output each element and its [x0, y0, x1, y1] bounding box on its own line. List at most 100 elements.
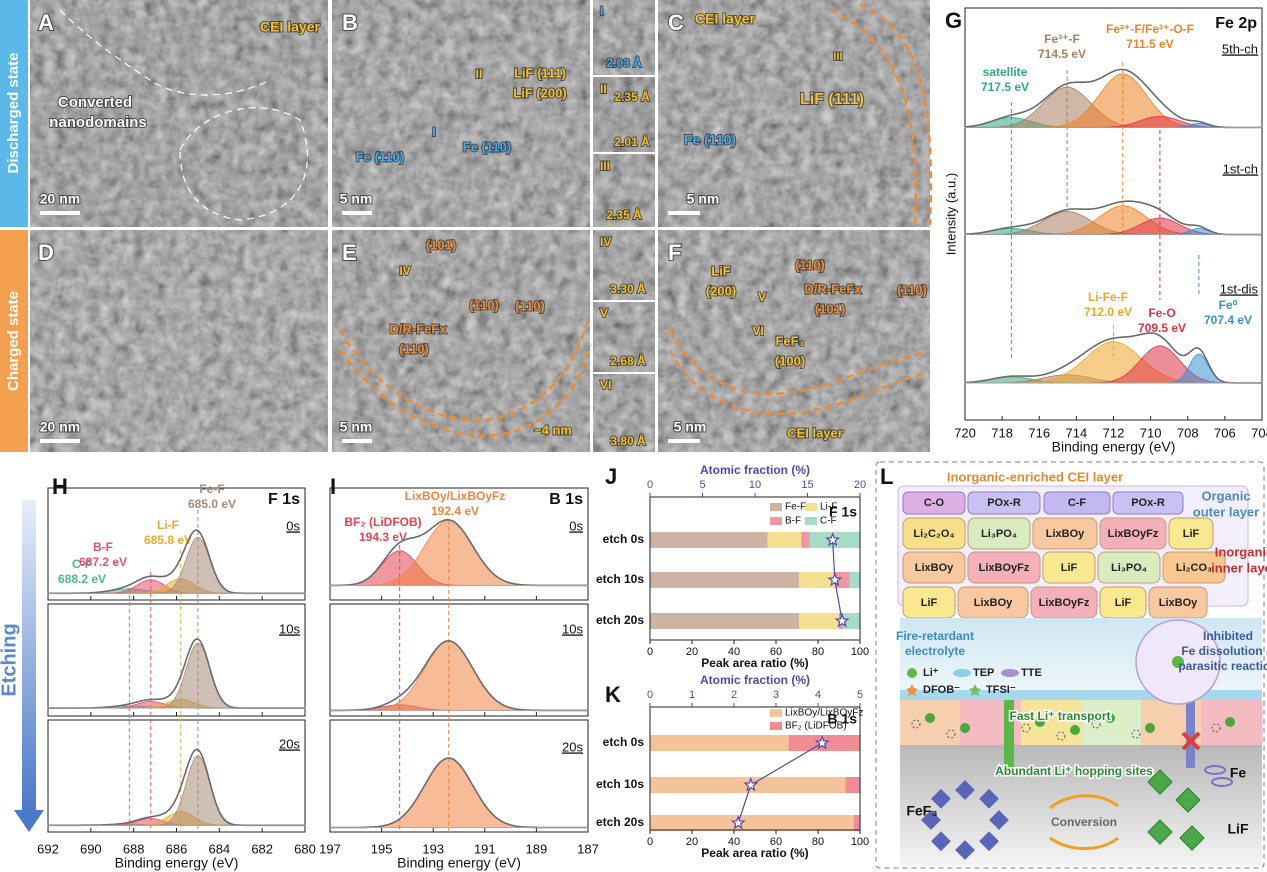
x-tick-label: 710 — [1140, 425, 1162, 440]
fe-particle — [1211, 777, 1233, 787]
x2-axis-label: Atomic fraction (%) — [700, 463, 810, 477]
species-box — [902, 551, 966, 584]
tem-texture — [593, 77, 655, 152]
blocked-pillar — [1186, 660, 1195, 768]
scene-label: Fast Li⁺ transport — [1009, 709, 1110, 723]
image-label: II — [476, 67, 483, 81]
bar-segment — [801, 532, 810, 548]
image-label: (110) — [469, 297, 499, 312]
image-label: 2.35 Å — [606, 207, 642, 222]
tem-texture — [332, 0, 590, 227]
lif-crystal — [1179, 825, 1205, 851]
peak-position: 688.2 eV — [58, 572, 106, 586]
species-label: LiF — [921, 597, 938, 609]
species-box — [902, 491, 966, 515]
legend-label: C-F — [820, 516, 837, 527]
plot-frame — [649, 706, 861, 831]
species-label: LiF — [1061, 562, 1078, 574]
hopping-site — [1021, 723, 1031, 733]
x2-tick-label: 1 — [689, 689, 695, 701]
block-cross — [1181, 731, 1201, 751]
image-label: FeF₃ — [775, 333, 804, 348]
chart-title: F 1s — [829, 504, 857, 520]
tem-texture — [30, 0, 328, 227]
panel-letter: K — [605, 682, 621, 707]
scene-label: FeF₃ — [906, 803, 937, 819]
species-box — [967, 491, 1041, 515]
image-label: 20 nm — [40, 419, 80, 435]
x-axis-label: Binding energy (eV) — [397, 855, 521, 871]
x2-tick-label: 20 — [854, 479, 866, 491]
x-tick-label: 187 — [577, 841, 599, 856]
layer-label: Organic — [1201, 488, 1250, 503]
species-label: C-O — [924, 497, 945, 509]
atomic-fraction-star — [825, 532, 841, 547]
category-label: etch 10s — [596, 777, 644, 791]
x2-tick-label: 5 — [857, 689, 863, 701]
lif-crystal — [1147, 819, 1173, 845]
peak-name: satellite — [983, 65, 1028, 79]
peak-name: Fe³⁺-F — [1044, 32, 1080, 46]
spectrum-name: 5th-ch — [1222, 41, 1258, 56]
plot-frame — [329, 603, 589, 717]
fef3-unit — [931, 788, 951, 809]
image-outline — [668, 349, 931, 416]
species-box — [1032, 517, 1098, 550]
category-label: etch 0s — [603, 735, 645, 749]
atomic-fraction-star — [814, 735, 830, 750]
species-box — [1168, 517, 1214, 550]
bar-segment — [767, 532, 802, 548]
image-label: Fe (110) — [463, 139, 511, 154]
x-tick-label: 189 — [526, 841, 548, 856]
peak-name: Li-Fe-F — [1088, 290, 1128, 304]
bar-segment — [799, 613, 839, 629]
species-label: Li₂C₂O₄ — [913, 528, 954, 540]
legend-icon — [953, 669, 971, 677]
tem-texture — [30, 230, 328, 452]
atomic-fraction-star — [834, 613, 850, 628]
peak-name: Fe-F — [199, 482, 224, 496]
x2-axis-label: Atomic fraction (%) — [700, 673, 810, 687]
species-label: LiF — [1183, 528, 1200, 540]
x-tick-label: 708 — [1177, 425, 1199, 440]
peak-name: Li-F — [157, 518, 179, 532]
scene-label: LiF — [1228, 821, 1249, 837]
bar-segment — [650, 572, 800, 588]
image-label: (100) — [775, 353, 805, 368]
li-ion — [960, 723, 970, 733]
atomic-fraction-star — [827, 572, 843, 587]
x-tick-label: 688 — [123, 841, 145, 856]
x-tick-label: 706 — [1214, 425, 1236, 440]
image-outline — [859, 3, 933, 226]
image-label: VI — [752, 324, 763, 338]
fit-envelope — [965, 200, 1262, 236]
chart-title: Fe 2p — [1215, 15, 1257, 32]
layer-label: Inorganic — [1215, 544, 1267, 559]
legend-icon — [969, 684, 981, 696]
image-outline — [338, 344, 592, 438]
species-label: Li₃PO₄ — [1111, 562, 1147, 574]
image-label: Fe (110) — [684, 132, 736, 148]
x2-tick-label: 3 — [773, 689, 779, 701]
layer-label: inner layer — [1211, 560, 1267, 575]
spectrum-name: 10s — [562, 621, 583, 636]
image-label: (200) — [706, 283, 736, 298]
row-bar — [0, 0, 28, 227]
x-tick-label: 195 — [371, 841, 393, 856]
legend-label: TEP — [973, 667, 994, 679]
scene-label: electrolyte — [905, 644, 965, 658]
panel-letter: H — [52, 474, 68, 499]
image-label: 2.01 Å — [614, 134, 650, 149]
fef3-unit — [955, 780, 975, 800]
peak-name: LixBOy/LixBOyFz — [405, 489, 506, 503]
spectrum-name: 20s — [562, 739, 583, 754]
image-label: 5 nm — [340, 419, 373, 435]
conversion-arrow — [1049, 794, 1119, 810]
legend-label: LixBOy/LixBOyFz — [785, 708, 863, 719]
atomic-fraction-star — [730, 815, 746, 830]
peak-position: 685.0 eV — [188, 497, 236, 511]
legend-swatch — [770, 517, 782, 525]
x-axis-label: Peak area ratio (%) — [701, 846, 808, 860]
bar-segment — [843, 613, 860, 629]
